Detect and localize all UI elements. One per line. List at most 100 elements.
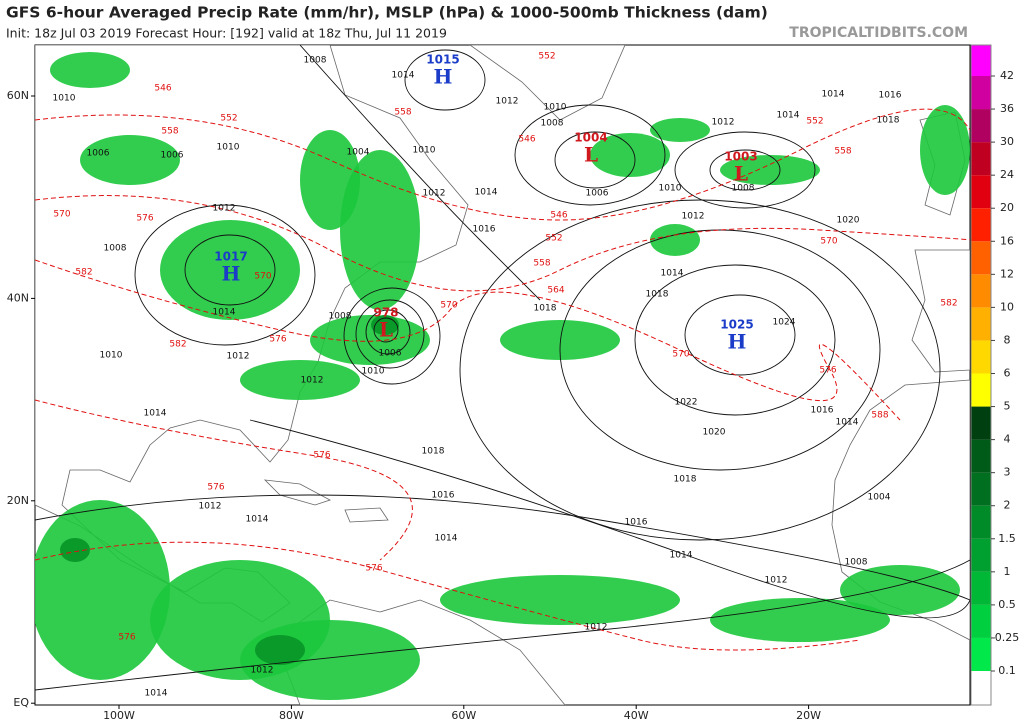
- thickness-label: 576: [269, 335, 286, 345]
- thickness-label: 552: [806, 117, 823, 127]
- colorbar-segment: [971, 208, 991, 242]
- thickness-label: 552: [538, 52, 555, 62]
- isobar-label: 1014: [661, 269, 684, 279]
- colorbar-label: 0.25: [995, 631, 1020, 644]
- title: GFS 6-hour Averaged Precip Rate (mm/hr),…: [6, 4, 768, 22]
- colorbar-segment: [971, 571, 991, 605]
- pressure-letter: L: [379, 318, 393, 342]
- isobar-label: 1010: [362, 367, 385, 377]
- colorbar-label: 1: [1004, 565, 1011, 578]
- isobar-label: 1014: [435, 534, 458, 544]
- colorbar-label: 30: [1000, 135, 1014, 148]
- isobar-label: 1014: [670, 551, 693, 561]
- colorbar-segment: [971, 241, 991, 275]
- thickness-label: 576: [365, 564, 382, 574]
- isobars: [35, 45, 970, 691]
- colorbar-label: 12: [1000, 267, 1014, 280]
- colorbar-segment: [971, 340, 991, 374]
- isobar-label: 1010: [100, 351, 123, 361]
- lon-label: 80W: [279, 709, 304, 722]
- thickness-label: 588: [871, 411, 888, 421]
- map-layers: [35, 45, 970, 705]
- thickness-label: 570: [820, 237, 837, 247]
- lat-label: 40N: [7, 291, 29, 304]
- isobar-label: 1012: [765, 576, 788, 586]
- colorbar-segment: [971, 439, 991, 473]
- isobar-label: 1004: [347, 148, 370, 158]
- isobar-label: 1010: [413, 146, 436, 156]
- isobar-label: 1010: [53, 94, 76, 104]
- isobar-label: 1014: [777, 111, 800, 121]
- colorbar-segment: [971, 671, 991, 705]
- cuba: [263, 479, 389, 523]
- thickness-label: 582: [940, 299, 957, 309]
- isobar-label: 1014: [822, 90, 845, 100]
- thickness-label: 576: [118, 633, 135, 643]
- thickness-label: 570: [53, 210, 70, 220]
- isobar-label: 1010: [217, 143, 240, 153]
- colorbar-segment: [971, 472, 991, 506]
- colorbar-label: 36: [1000, 102, 1014, 115]
- isobar-label: 1014: [145, 689, 168, 699]
- europe-africa: [831, 249, 970, 641]
- pressure-letter: L: [584, 143, 598, 167]
- colorbar-label: 2: [1004, 499, 1011, 512]
- isobar-label: 1012: [199, 502, 222, 512]
- thickness-label: 552: [220, 114, 237, 124]
- isobar-label: 1016: [879, 91, 902, 101]
- thickness-label: 558: [834, 147, 851, 157]
- isobar-label: 1012: [213, 204, 236, 214]
- thickness-label: 558: [394, 108, 411, 118]
- colorbar-segment: [971, 505, 991, 539]
- thickness-label: 576: [207, 483, 224, 493]
- thickness-label: 546: [518, 135, 535, 145]
- isobar-label: 1014: [836, 418, 859, 428]
- colorbar-label: 5: [1004, 400, 1011, 413]
- isobar-label: 1018: [674, 475, 697, 485]
- colorbar-segment: [971, 45, 991, 76]
- thickness-label: 558: [161, 127, 178, 137]
- isobar-label: 1014: [475, 188, 498, 198]
- colorbar-segment: [971, 175, 991, 209]
- isobar-label: 1018: [646, 290, 669, 300]
- isobar-label: 1010: [659, 184, 682, 194]
- thickness-label: 570: [254, 272, 271, 282]
- isobar-label: 1018: [422, 447, 445, 457]
- colorbar-segment: [971, 109, 991, 143]
- pressure-letter: H: [434, 65, 453, 89]
- pressure-value: 978: [373, 306, 398, 320]
- thickness-label: 576: [136, 214, 153, 224]
- thickness-label: 552: [545, 234, 562, 244]
- colorbar-frame: [970, 44, 992, 706]
- colorbar-segment: [971, 307, 991, 341]
- isobar-label: 1016: [473, 225, 496, 235]
- pressure-value: 1003: [724, 150, 757, 164]
- lon-label: 40W: [624, 709, 649, 722]
- isobar-label: 1020: [837, 216, 860, 226]
- thickness-label: 576: [819, 366, 836, 376]
- thickness-label: 582: [75, 268, 92, 278]
- isobar-label: 1006: [87, 149, 110, 159]
- isobar-label: 1016: [811, 406, 834, 416]
- isobar-label: 1014: [246, 515, 269, 525]
- pressure-letter: H: [222, 262, 241, 286]
- thickness-label: 546: [550, 211, 567, 221]
- colorbar-label: 8: [1004, 333, 1011, 346]
- isobar-label: 1012: [712, 118, 735, 128]
- isobar-label: 1022: [675, 398, 698, 408]
- colorbar-segment: [971, 637, 991, 671]
- pressure-value: 1025: [720, 318, 753, 332]
- isobar-label: 1012: [496, 97, 519, 107]
- colorbar-label: 16: [1000, 234, 1014, 247]
- isobar-label: 1018: [877, 116, 900, 126]
- lat-label: 20N: [7, 494, 29, 507]
- greenland: [469, 45, 626, 121]
- colorbar-label: 42: [1000, 69, 1014, 82]
- isobar-label: 1010: [544, 103, 567, 113]
- isobar-label: 1018: [534, 304, 557, 314]
- lon-label: 100W: [103, 709, 135, 722]
- isobar-label: 1014: [213, 308, 236, 318]
- colorbar-label: 0.1: [998, 664, 1016, 677]
- isobar-label: 1024: [773, 318, 796, 328]
